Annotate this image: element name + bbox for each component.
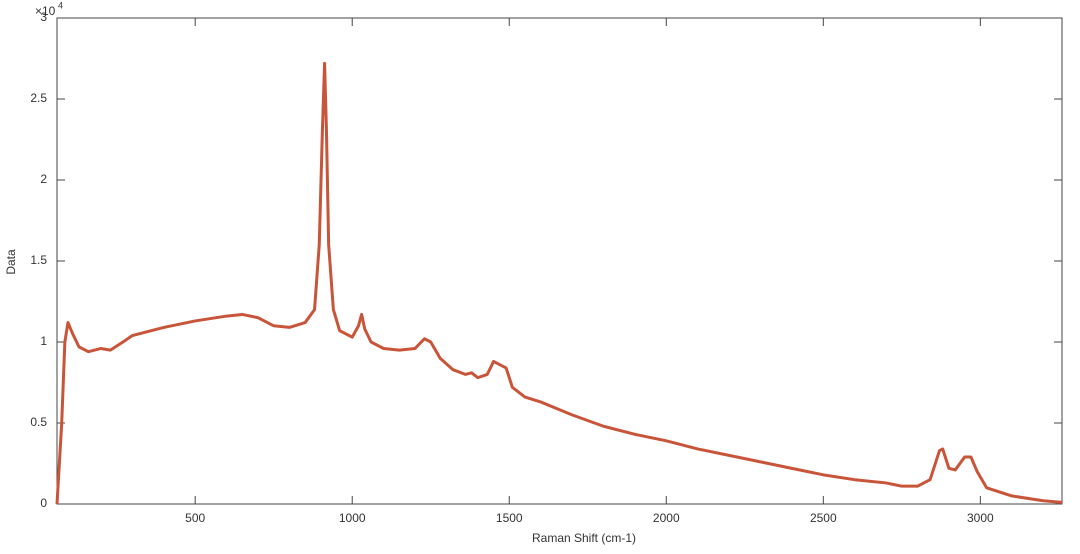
y-tick-label: 1 xyxy=(40,334,47,348)
x-axis-label: Raman Shift (cm-1) xyxy=(532,531,636,545)
x-tick-label: 3000 xyxy=(967,511,994,525)
y-tick-label: 1.5 xyxy=(30,253,47,267)
y-tick-label: 0 xyxy=(40,496,47,510)
x-tick-label: 1500 xyxy=(496,511,523,525)
y-tick-label: 2 xyxy=(40,172,47,186)
x-tick-label: 500 xyxy=(185,511,205,525)
x-tick-label: 1000 xyxy=(339,511,366,525)
y-tick-label: 0.5 xyxy=(30,415,47,429)
x-tick-label: 2000 xyxy=(653,511,680,525)
x-tick-label: 2500 xyxy=(810,511,837,525)
y-multiplier: ×10 xyxy=(35,4,56,18)
y-tick-label: 3 xyxy=(40,10,47,24)
y-multiplier-exponent: 4 xyxy=(58,0,63,10)
y-axis-label: Data xyxy=(4,249,18,275)
spectrum-line xyxy=(55,61,1063,505)
y-tick-label: 2.5 xyxy=(30,91,47,105)
